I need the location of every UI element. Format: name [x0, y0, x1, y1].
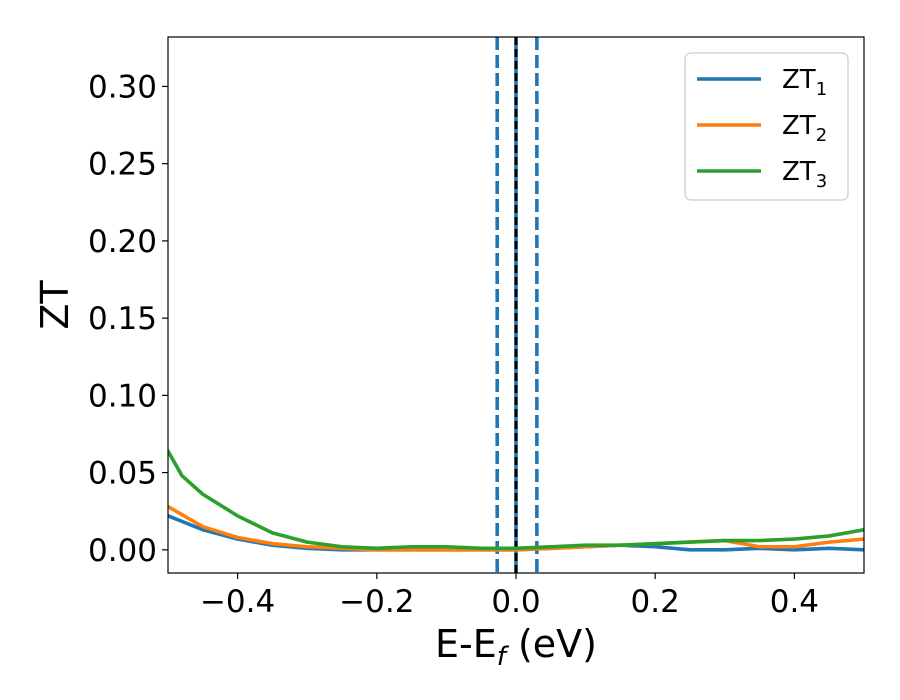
y-tick-label: 0.10 [88, 378, 157, 414]
y-tick-label: 0.15 [88, 301, 157, 337]
legend-items: ZT1 ZT2 ZT3 [697, 65, 827, 192]
series-lines [168, 449, 864, 552]
legend-label-zt3: ZT3 [782, 157, 827, 192]
legend-label-zt1: ZT1 [782, 65, 827, 100]
x-tick-label: 0.2 [631, 584, 680, 620]
y-tick-label: 0.25 [88, 147, 157, 183]
x-axis-ticks: −0.4 −0.2 0.0 0.2 0.4 [200, 573, 819, 620]
y-axis-ticks: 0.00 0.05 0.10 0.15 0.20 0.25 0.30 [88, 69, 168, 569]
x-axis-title-unit: (eV) [506, 622, 597, 666]
y-tick-label: 0.20 [88, 224, 157, 260]
x-tick-label: −0.2 [339, 584, 414, 620]
series-line-zt3 [168, 449, 864, 551]
legend-box [684, 52, 849, 201]
x-tick-label: 0.0 [491, 584, 540, 620]
reference-lines [495, 37, 539, 573]
y-tick-label: 0.30 [88, 69, 157, 105]
x-axis-title: E-Ef (eV) [435, 622, 597, 672]
legend: ZT1 ZT2 ZT3 [684, 52, 849, 201]
x-tick-label: 0.4 [770, 584, 819, 620]
x-tick-label: −0.4 [200, 584, 275, 620]
y-tick-label: 0.05 [88, 456, 157, 492]
legend-label-zt2: ZT2 [782, 111, 827, 146]
y-axis-title: ZT [33, 280, 77, 330]
y-tick-label: 0.00 [88, 533, 157, 569]
x-axis-title-main: E-E [435, 622, 497, 666]
